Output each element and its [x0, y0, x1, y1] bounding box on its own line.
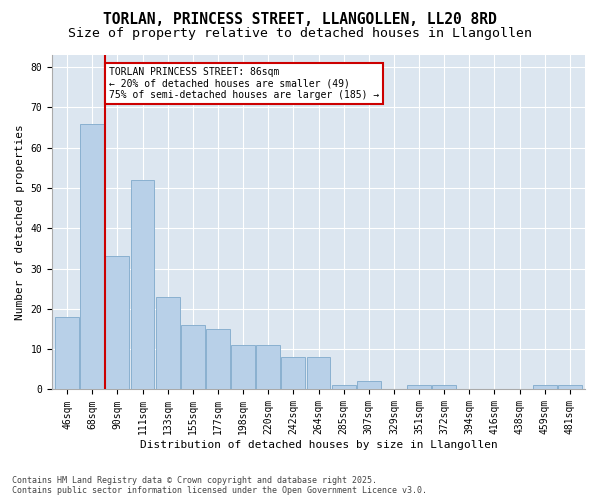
Bar: [332, 386, 356, 390]
Text: Contains HM Land Registry data © Crown copyright and database right 2025.
Contai: Contains HM Land Registry data © Crown c…: [12, 476, 427, 495]
Bar: [407, 386, 431, 390]
Bar: [106, 256, 130, 390]
X-axis label: Distribution of detached houses by size in Llangollen: Distribution of detached houses by size …: [140, 440, 497, 450]
Bar: [181, 325, 205, 390]
Y-axis label: Number of detached properties: Number of detached properties: [15, 124, 25, 320]
Bar: [357, 382, 381, 390]
Bar: [80, 124, 104, 390]
Bar: [206, 329, 230, 390]
Text: TORLAN, PRINCESS STREET, LLANGOLLEN, LL20 8RD: TORLAN, PRINCESS STREET, LLANGOLLEN, LL2…: [103, 12, 497, 28]
Bar: [558, 386, 582, 390]
Bar: [256, 345, 280, 390]
Bar: [281, 357, 305, 390]
Text: Size of property relative to detached houses in Llangollen: Size of property relative to detached ho…: [68, 28, 532, 40]
Text: TORLAN PRINCESS STREET: 86sqm
← 20% of detached houses are smaller (49)
75% of s: TORLAN PRINCESS STREET: 86sqm ← 20% of d…: [109, 67, 379, 100]
Bar: [533, 386, 557, 390]
Bar: [231, 345, 255, 390]
Bar: [432, 386, 456, 390]
Bar: [131, 180, 154, 390]
Bar: [55, 317, 79, 390]
Bar: [156, 297, 179, 390]
Bar: [307, 357, 331, 390]
